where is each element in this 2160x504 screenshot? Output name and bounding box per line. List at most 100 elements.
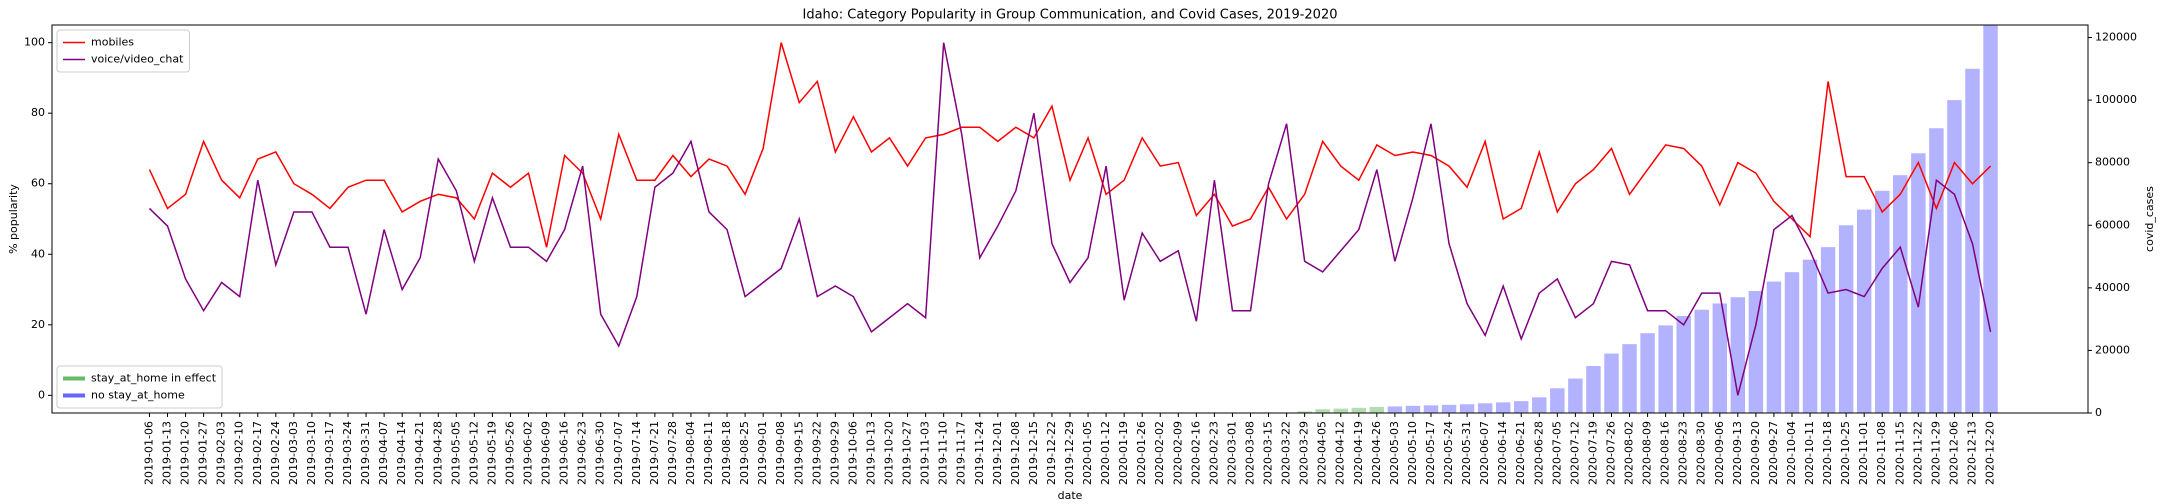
bar	[1387, 406, 1403, 413]
bar	[1532, 397, 1547, 413]
x-tick-label: 2020-01-26	[1135, 421, 1148, 485]
y2-axis-label: covid_cases	[2143, 186, 2156, 252]
x-tick-label: 2020-05-31	[1460, 421, 1473, 485]
legend-label: voice/video_chat	[91, 53, 184, 66]
x-tick-label: 2020-10-04	[1785, 421, 1798, 485]
x-tick-label: 2019-12-29	[1063, 421, 1076, 485]
x-tick-label: 2019-09-08	[774, 421, 787, 485]
x-tick-label: 2020-01-12	[1099, 421, 1112, 485]
x-tick-label: 2020-08-23	[1677, 421, 1690, 485]
bar	[1477, 403, 1493, 413]
bar	[1550, 388, 1565, 413]
x-tick-label: 2020-09-13	[1731, 421, 1744, 485]
bar	[1838, 225, 1854, 413]
line	[148, 42, 1992, 248]
bar	[1622, 344, 1637, 413]
bar	[1586, 366, 1601, 413]
x-tick-label: 2020-02-02	[1153, 421, 1166, 485]
bar	[1297, 411, 1312, 413]
y2-tick-label: 60000	[2095, 218, 2130, 231]
x-tick-label: 2019-08-25	[738, 421, 751, 485]
x-tick-label: 2019-03-31	[359, 421, 372, 485]
y2-tick-label: 20000	[2095, 343, 2130, 356]
x-tick-label: 2019-06-30	[594, 421, 607, 485]
x-tick-label: 2020-06-14	[1496, 421, 1509, 485]
x-tick-label: 2019-08-11	[702, 421, 715, 485]
x-tick-label: 2019-01-27	[197, 421, 210, 485]
x-tick-label: 2020-07-19	[1586, 421, 1599, 485]
x-tick-label: 2019-06-23	[576, 421, 589, 485]
bar	[1351, 407, 1367, 413]
legend-label: mobiles	[91, 36, 134, 49]
x-tick-label: 2019-10-13	[864, 421, 877, 485]
bar	[1315, 409, 1330, 413]
bar	[1929, 128, 1944, 414]
x-tick-label: 2019-05-19	[485, 421, 498, 485]
bar	[1640, 333, 1655, 413]
x-tick-label: 2020-10-18	[1821, 421, 1834, 485]
x-tick-label: 2019-07-28	[666, 421, 679, 485]
x-tick-label: 2020-09-20	[1749, 421, 1762, 485]
x-tick-label: 2019-08-04	[684, 421, 697, 485]
legend-box	[56, 365, 223, 409]
x-tick-label: 2019-04-14	[395, 421, 408, 485]
x-tick-label: 2019-02-24	[269, 421, 282, 485]
legend-box	[56, 29, 190, 73]
x-tick-label: 2019-10-27	[901, 421, 914, 485]
x-tick-label: 2019-02-03	[215, 421, 228, 485]
x-tick-label: 2020-03-01	[1225, 421, 1238, 485]
x-tick-label: 2019-07-07	[612, 421, 625, 485]
x-tick-label: 2020-01-05	[1081, 421, 1094, 485]
y-tick-label: 0	[38, 388, 45, 401]
x-tick-label: 2020-02-16	[1189, 421, 1202, 485]
bar	[1766, 281, 1782, 413]
x-tick-label: 2020-11-01	[1857, 421, 1870, 485]
bar	[1676, 316, 1691, 413]
x-tick-label: 2020-10-11	[1803, 421, 1816, 485]
legend: mobiles voice/video_chat	[56, 29, 190, 73]
x-tick-label: 2020-05-03	[1388, 421, 1401, 485]
bar	[1694, 309, 1709, 413]
x-tick-label: 2020-12-13	[1965, 421, 1978, 485]
y2-tick-label: 120000	[2095, 31, 2137, 44]
x-tick-label: 2020-06-28	[1532, 421, 1545, 485]
x-tick-label: 2020-11-29	[1929, 421, 1942, 485]
x-tick-label: 2019-11-10	[937, 421, 950, 485]
x-tick-label: 2020-11-22	[1911, 421, 1924, 485]
x-tick-label: 2019-07-14	[630, 421, 643, 485]
x-tick-label: 2020-07-26	[1604, 421, 1617, 485]
x-tick-label: 2019-04-28	[431, 421, 444, 485]
x-tick-label: 2019-01-13	[161, 421, 174, 485]
x-tick-label: 2020-08-09	[1641, 421, 1654, 485]
x-tick-label: 2019-10-06	[846, 421, 859, 485]
bar	[1514, 401, 1529, 413]
bar	[1658, 325, 1673, 413]
x-tick-label: 2019-02-17	[251, 421, 264, 485]
x-tick-label: 2020-08-30	[1695, 421, 1708, 485]
x-tick-label: 2020-02-23	[1207, 421, 1220, 485]
x-tick-label: 2019-03-10	[305, 421, 318, 485]
x-tick-label: 2020-12-06	[1947, 421, 1960, 485]
bar	[1568, 378, 1583, 413]
x-tick-label: 2020-02-09	[1171, 421, 1184, 485]
plot-frame	[51, 24, 2089, 414]
x-tick-label: 2020-05-24	[1442, 421, 1455, 485]
bar	[1947, 100, 1962, 413]
bar	[1748, 290, 1764, 413]
x-tick-label: 2019-08-18	[720, 421, 733, 485]
x-tick-label: 2019-05-05	[449, 421, 462, 485]
x-tick-label: 2019-10-20	[883, 421, 896, 485]
x-tick-label: 2019-02-10	[233, 421, 246, 485]
bar	[1405, 405, 1421, 413]
x-tick-label: 2019-09-01	[756, 421, 769, 485]
bar	[1856, 209, 1872, 413]
x-tick-label: 2020-08-02	[1623, 421, 1636, 485]
x-tick-label: 2020-03-08	[1243, 421, 1256, 485]
x-tick-label: 2019-12-15	[1027, 421, 1040, 485]
y-tick-label: 100	[24, 36, 45, 49]
x-tick-label: 2020-04-26	[1370, 421, 1383, 485]
bar	[1730, 297, 1746, 413]
bar	[1604, 353, 1619, 413]
bar	[1802, 259, 1818, 413]
